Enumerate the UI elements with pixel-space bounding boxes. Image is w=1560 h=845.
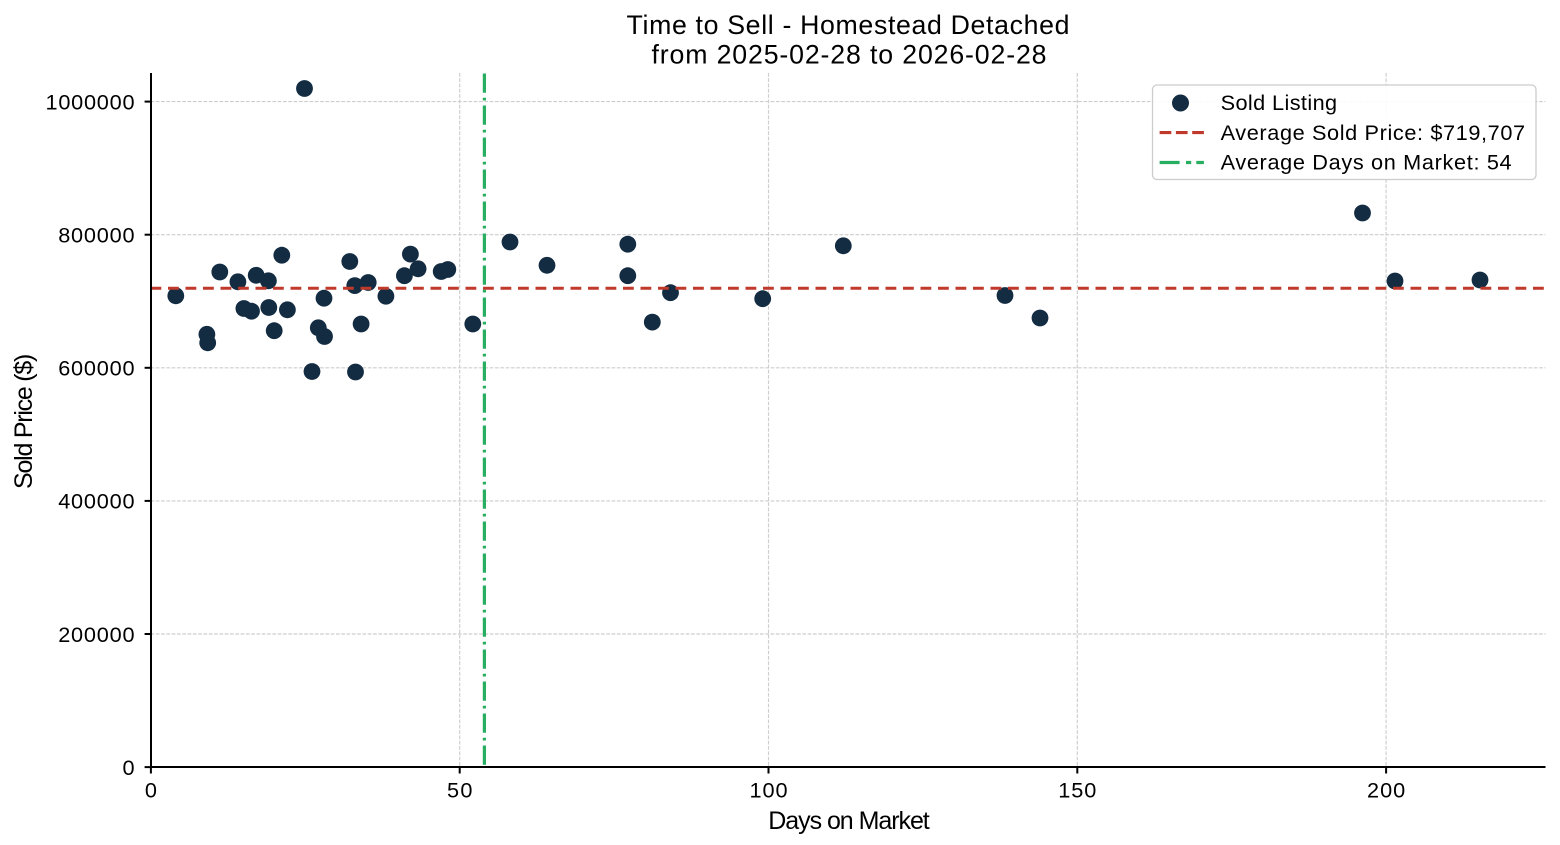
svg-text:200000: 200000 — [58, 622, 134, 647]
svg-text:0: 0 — [122, 755, 134, 780]
svg-text:0: 0 — [145, 778, 157, 803]
svg-text:Sold Listing: Sold Listing — [1221, 90, 1338, 115]
svg-text:600000: 600000 — [58, 356, 134, 381]
svg-text:400000: 400000 — [58, 489, 134, 514]
svg-text:200: 200 — [1367, 778, 1405, 803]
svg-text:Time to Sell - Homestead Detac: Time to Sell - Homestead Detached — [627, 10, 1070, 40]
svg-text:Days on Market: Days on Market — [768, 807, 930, 835]
svg-text:50: 50 — [447, 778, 472, 803]
svg-text:Sold Price ($): Sold Price ($) — [10, 354, 38, 489]
svg-text:100: 100 — [749, 778, 787, 803]
svg-text:from 2025-02-28 to 2026-02-28: from 2025-02-28 to 2026-02-28 — [652, 40, 1047, 70]
svg-text:150: 150 — [1058, 778, 1096, 803]
svg-text:Average Days on Market: 54: Average Days on Market: 54 — [1221, 150, 1512, 175]
svg-text:Average Sold Price: $719,707: Average Sold Price: $719,707 — [1221, 120, 1526, 145]
svg-text:800000: 800000 — [58, 223, 134, 248]
svg-text:1000000: 1000000 — [46, 89, 135, 114]
